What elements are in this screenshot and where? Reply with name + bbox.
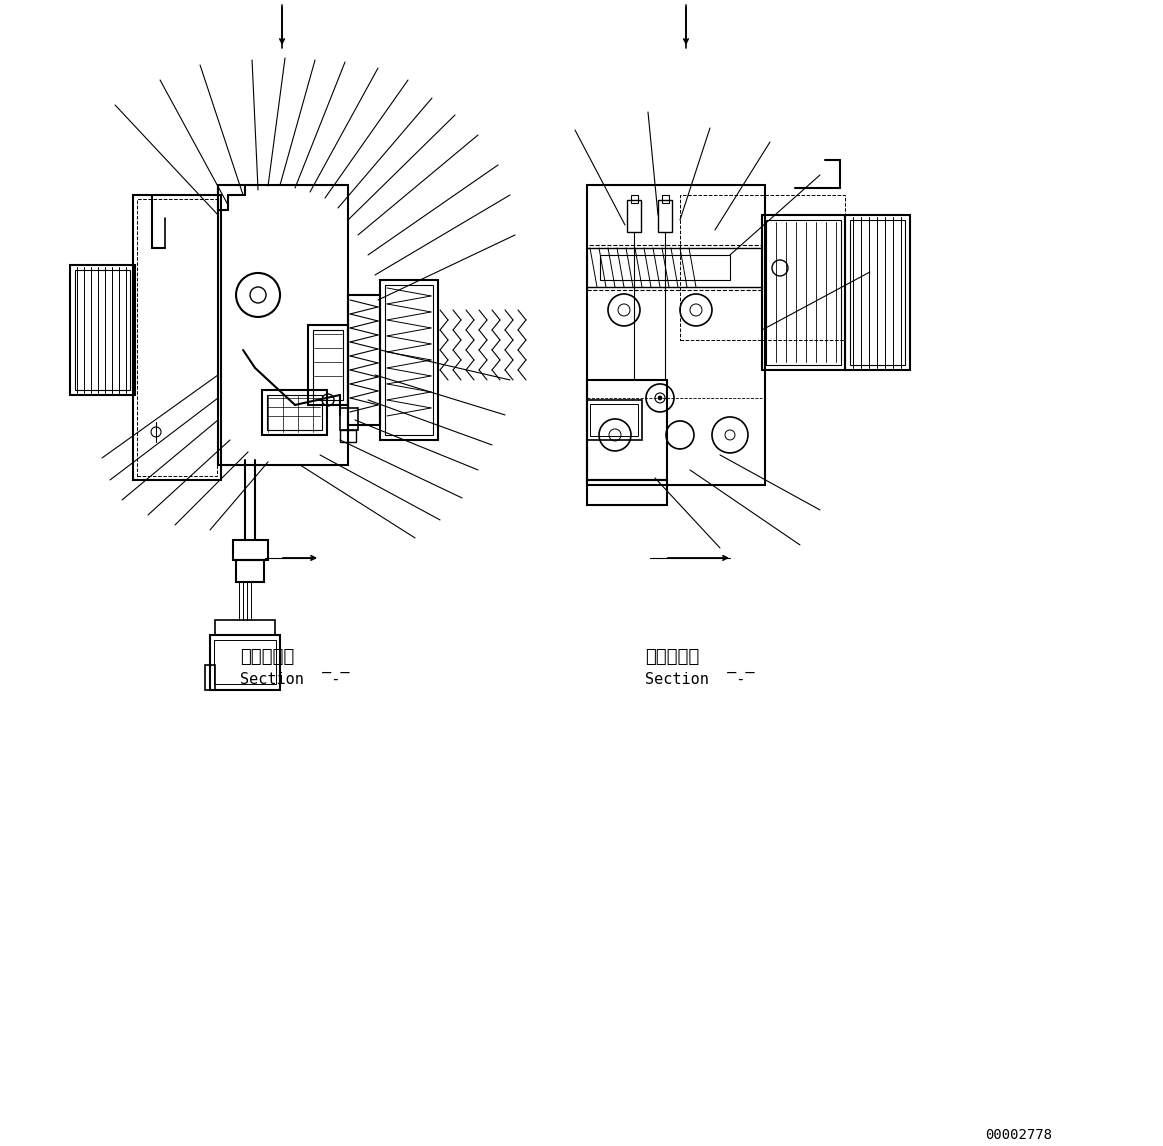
Bar [380, 280, 438, 440]
Text: Section  ‾-‾: Section ‾-‾ [240, 672, 350, 686]
Bar [313, 330, 343, 400]
Bar [308, 325, 348, 405]
Bar [627, 199, 641, 231]
Bar [846, 215, 909, 370]
Bar [385, 285, 433, 435]
Bar [340, 430, 356, 442]
Text: 断面Ｂ－Ｂ: 断面Ｂ－Ｂ [240, 647, 294, 666]
Bar [267, 395, 322, 430]
Bar [762, 215, 846, 370]
Text: 断面Ａ－Ａ: 断面Ａ－Ａ [645, 647, 699, 666]
Bar [587, 185, 765, 485]
Bar [76, 270, 130, 390]
Bar [587, 480, 668, 505]
Bar [850, 220, 905, 364]
Bar [662, 195, 669, 203]
Bar [587, 245, 762, 290]
Bar [587, 400, 642, 440]
Bar [217, 185, 348, 465]
Bar [632, 195, 638, 203]
Bar [340, 408, 358, 430]
Bar [348, 295, 380, 425]
Bar [137, 199, 217, 476]
Text: Section  ‾-‾: Section ‾-‾ [645, 672, 755, 686]
Bar [214, 639, 276, 684]
Bar [680, 195, 846, 340]
Bar [262, 390, 327, 435]
Bar [211, 635, 280, 690]
Bar [70, 265, 135, 395]
Bar [590, 403, 638, 435]
Bar [587, 380, 668, 480]
Bar [205, 665, 215, 690]
Bar [600, 254, 730, 280]
Bar [658, 199, 672, 231]
Bar [215, 620, 274, 635]
Circle shape [658, 397, 662, 400]
Bar [587, 380, 668, 480]
Bar [236, 560, 264, 582]
Bar [233, 540, 267, 560]
Text: 00002778: 00002778 [985, 1128, 1053, 1141]
Bar [133, 195, 221, 480]
Bar [766, 220, 841, 364]
